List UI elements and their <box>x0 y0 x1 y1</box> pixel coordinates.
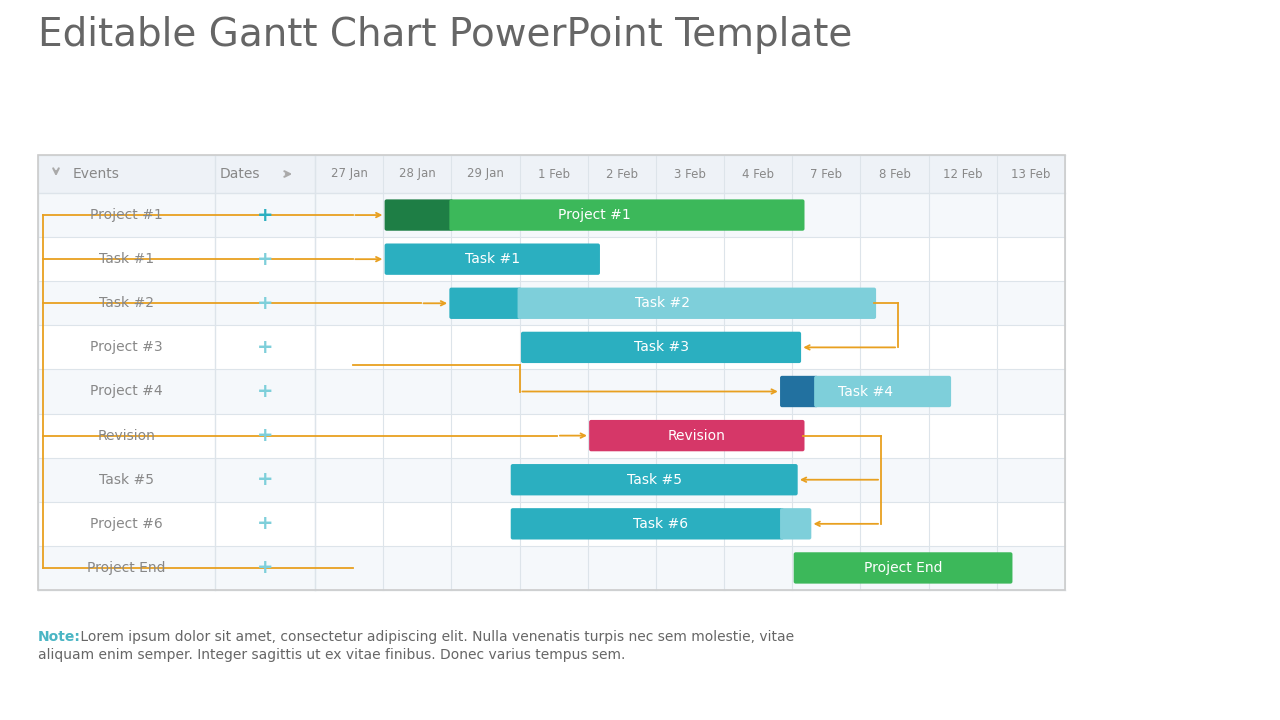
Text: 28 Jan: 28 Jan <box>399 168 435 181</box>
Text: Dates: Dates <box>220 167 261 181</box>
Text: Revision: Revision <box>97 428 155 443</box>
Text: Task #5: Task #5 <box>99 473 154 487</box>
Text: Project #6: Project #6 <box>90 517 163 531</box>
Text: aliquam enim semper. Integer sagittis ut ex vitae finibus. Donec varius tempus s: aliquam enim semper. Integer sagittis ut… <box>38 648 626 662</box>
Text: 2 Feb: 2 Feb <box>605 168 637 181</box>
Text: Project #1: Project #1 <box>90 208 163 222</box>
Text: Task #4: Task #4 <box>838 384 893 398</box>
Text: Task #1: Task #1 <box>465 252 520 266</box>
Text: 13 Feb: 13 Feb <box>1011 168 1051 181</box>
Text: 1 Feb: 1 Feb <box>538 168 570 181</box>
FancyBboxPatch shape <box>449 199 805 230</box>
FancyBboxPatch shape <box>780 508 812 539</box>
Bar <box>38 155 1065 193</box>
Text: Note:: Note: <box>38 630 81 644</box>
Text: +: + <box>257 426 273 445</box>
Bar <box>38 325 1065 369</box>
Text: +: + <box>257 514 273 534</box>
FancyBboxPatch shape <box>384 199 453 230</box>
Bar <box>38 237 1065 282</box>
Bar <box>38 458 1065 502</box>
Text: 4 Feb: 4 Feb <box>742 168 774 181</box>
Text: Project #3: Project #3 <box>90 341 163 354</box>
Text: +: + <box>257 250 273 269</box>
FancyBboxPatch shape <box>384 243 600 275</box>
Text: Editable Gantt Chart PowerPoint Template: Editable Gantt Chart PowerPoint Template <box>38 16 852 54</box>
Bar <box>38 369 1065 413</box>
Bar <box>38 546 1065 590</box>
Bar <box>38 155 1065 590</box>
Text: +: + <box>257 559 273 577</box>
Text: Task #5: Task #5 <box>627 473 682 487</box>
Text: 27 Jan: 27 Jan <box>330 168 367 181</box>
FancyBboxPatch shape <box>521 332 801 363</box>
FancyBboxPatch shape <box>511 464 797 495</box>
Text: +: + <box>257 294 273 312</box>
FancyBboxPatch shape <box>780 376 818 408</box>
Text: 12 Feb: 12 Feb <box>943 168 983 181</box>
Text: Task #2: Task #2 <box>99 296 154 310</box>
Text: Revision: Revision <box>668 428 726 443</box>
Bar <box>38 502 1065 546</box>
Text: 7 Feb: 7 Feb <box>810 168 842 181</box>
Text: 3 Feb: 3 Feb <box>675 168 707 181</box>
Text: Task #3: Task #3 <box>634 341 689 354</box>
Text: Project End: Project End <box>864 561 942 575</box>
Text: +: + <box>257 382 273 401</box>
FancyBboxPatch shape <box>511 508 785 539</box>
Text: Project #1: Project #1 <box>558 208 631 222</box>
Text: Project End: Project End <box>87 561 165 575</box>
Text: Task #1: Task #1 <box>99 252 154 266</box>
Text: +: + <box>257 338 273 357</box>
Text: Project #4: Project #4 <box>90 384 163 398</box>
FancyBboxPatch shape <box>449 287 521 319</box>
Text: +: + <box>257 470 273 489</box>
Bar <box>38 282 1065 325</box>
Text: Task #6: Task #6 <box>634 517 689 531</box>
Bar <box>38 193 1065 237</box>
Text: 8 Feb: 8 Feb <box>878 168 910 181</box>
Text: Lorem ipsum dolor sit amet, consectetur adipiscing elit. Nulla venenatis turpis : Lorem ipsum dolor sit amet, consectetur … <box>76 630 794 644</box>
Bar <box>38 413 1065 458</box>
FancyBboxPatch shape <box>589 420 805 451</box>
FancyBboxPatch shape <box>794 552 1012 584</box>
FancyBboxPatch shape <box>814 376 951 408</box>
Text: +: + <box>257 205 273 225</box>
FancyBboxPatch shape <box>517 287 876 319</box>
Text: 29 Jan: 29 Jan <box>467 168 504 181</box>
Text: Task #2: Task #2 <box>635 296 690 310</box>
Text: Events: Events <box>73 167 120 181</box>
